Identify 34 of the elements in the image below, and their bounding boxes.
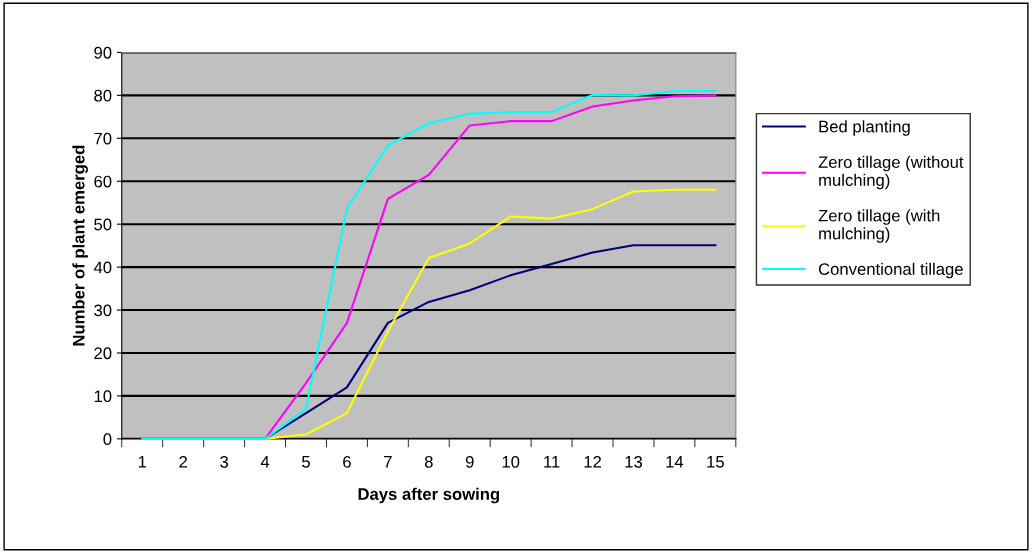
x-tick-label: 11	[544, 456, 560, 468]
x-tick-label: 10	[502, 455, 520, 468]
legend-label: Conventional tillage	[818, 262, 963, 279]
line-series	[264, 94, 717, 440]
y-tick-label: 80	[94, 89, 112, 102]
x-tick-label: 4	[260, 456, 270, 468]
y-tick-label: 10	[94, 390, 112, 403]
y-tick-label: 60	[94, 175, 112, 188]
x-tick-label: 7	[384, 456, 392, 468]
y-tick-label: 20	[94, 347, 112, 360]
legend-label: Zero tillage (without mulching)	[818, 155, 964, 190]
legend-label: Zero tillage (with mulching)	[818, 209, 940, 243]
x-tick-label: 1	[138, 456, 147, 468]
y-tick-label: 90	[94, 46, 112, 59]
x-tick-label: 3	[220, 455, 229, 468]
y-tick-label: 70	[94, 132, 112, 145]
y-tick-label: 40	[93, 261, 112, 274]
line-series	[264, 188, 717, 440]
line-series	[141, 90, 717, 440]
x-tick-label: 8	[424, 455, 433, 468]
x-tick-label: 6	[343, 455, 351, 468]
x-tick-label: 15	[707, 456, 724, 468]
y-tick-label: 0	[103, 433, 112, 446]
x-tick-label: 5	[302, 456, 310, 468]
y-tick-label: 30	[94, 304, 112, 317]
x-axis-title: Days after sowing	[358, 487, 499, 504]
legend-label: Bed planting	[819, 120, 910, 136]
x-tick-label: 2	[179, 455, 187, 468]
y-tick-label: 50	[94, 218, 112, 231]
x-tick-label: 13	[625, 455, 643, 468]
x-tick-label: 12	[584, 455, 601, 468]
y-axis-title: Number of plant emerged	[72, 145, 88, 346]
x-tick-label: 14	[666, 456, 684, 468]
x-tick-label: 9	[465, 455, 474, 468]
